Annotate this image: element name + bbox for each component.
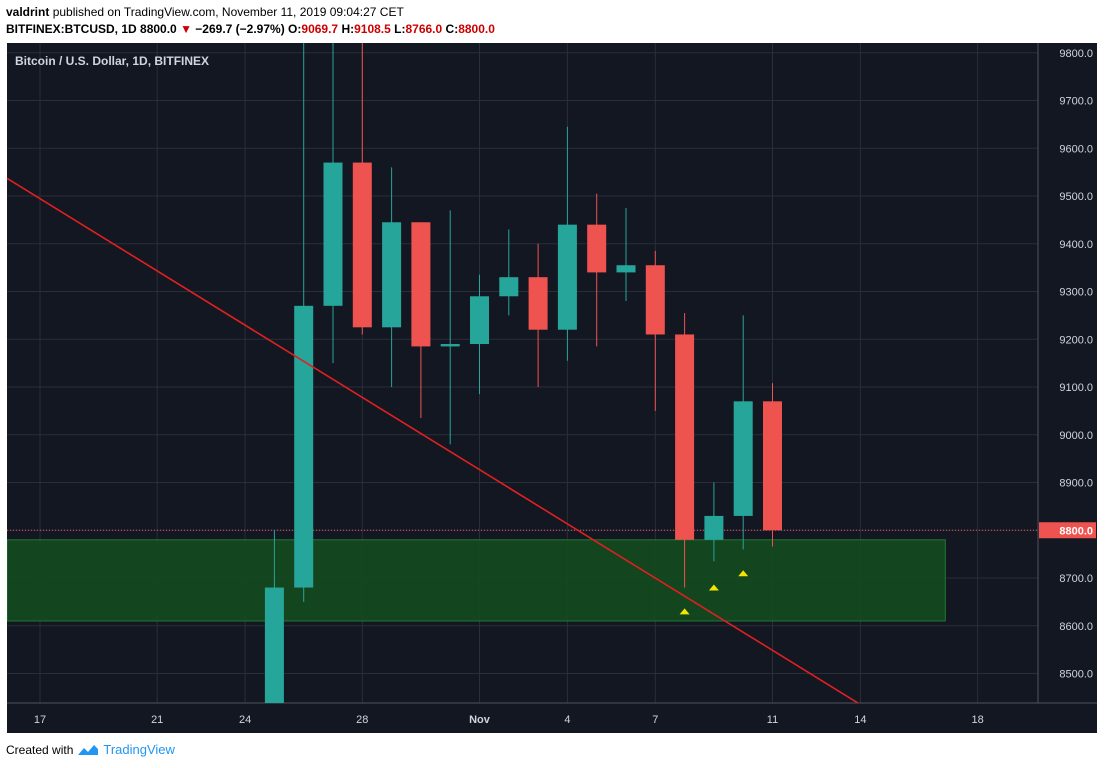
open-label: O:: [288, 22, 302, 36]
x-tick-label: Nov: [469, 714, 491, 726]
price-chart[interactable]: 8500.0 8600.0 8700.0 8800.0 8900.0 9000.0 9100…: [0, 0, 1105, 740]
footer: Created with TradingView: [6, 742, 175, 757]
y-tick-label: 9600.0: [1059, 143, 1093, 155]
open-value: 9069.7: [301, 22, 339, 36]
candle-body: [352, 162, 372, 328]
candle-body: [704, 515, 724, 540]
publisher-name[interactable]: valdrint: [6, 5, 50, 19]
marker-triangle-icon: [679, 608, 690, 615]
candle-body: [440, 344, 460, 347]
close-value: 8800.0: [458, 22, 495, 36]
candle-body: [616, 265, 636, 273]
y-tick-label: 8700.0: [1059, 573, 1093, 585]
down-arrow-icon: ▼: [180, 22, 192, 36]
support-zone: [7, 539, 946, 622]
y-tick-label: 9300.0: [1059, 287, 1093, 299]
x-tick-label: 11: [767, 714, 778, 726]
candle-body: [557, 224, 577, 330]
x-tick-label: 4: [564, 714, 570, 726]
symbol: BITFINEX:BTCUSD, 1D: [6, 22, 137, 36]
candle-body: [587, 224, 607, 273]
candle-body: [499, 277, 519, 297]
last-price-badge: [1039, 522, 1096, 539]
y-tick-label: 9100.0: [1059, 382, 1093, 394]
marker-triangle-icon: [708, 584, 719, 591]
candle-body: [645, 265, 665, 335]
tradingview-brand[interactable]: TradingView: [103, 742, 175, 757]
y-tick-label: 8900.0: [1059, 478, 1093, 490]
candle-body: [323, 162, 343, 306]
candle-body: [411, 222, 431, 347]
price-change: −269.7 (−2.97%): [195, 22, 285, 36]
candle-body: [264, 587, 284, 703]
y-tick-label: 9400.0: [1059, 239, 1093, 251]
published-text: published on TradingView.com, November 1…: [52, 5, 404, 19]
high-value: 9108.5: [354, 22, 391, 36]
y-tick-label: 9800.0: [1059, 48, 1093, 60]
created-with-text: Created with: [6, 742, 74, 757]
candle-body: [528, 277, 548, 330]
x-tick-label: 18: [971, 714, 983, 726]
price-axis[interactable]: [1038, 43, 1097, 703]
low-value: 8766.0: [405, 22, 443, 36]
x-tick-label: 28: [356, 714, 368, 726]
y-tick-label: 9200.0: [1059, 334, 1093, 346]
y-tick-label: 8500.0: [1059, 669, 1093, 681]
candle-body: [382, 222, 402, 328]
last-price-label: 8800.0: [1059, 525, 1093, 537]
x-tick-label: 14: [854, 714, 866, 726]
tradingview-logo-icon: [78, 744, 99, 755]
marker-triangle-icon: [738, 570, 749, 577]
y-tick-label: 9700.0: [1059, 96, 1093, 108]
chart-background: [7, 43, 1097, 733]
publisher-line: valdrint published on TradingView.com, N…: [6, 5, 404, 19]
candle-body: [763, 401, 782, 531]
trendline: [7, 177, 860, 703]
last-price: 8800.0: [140, 22, 177, 36]
candle-body: [675, 334, 695, 540]
close-label: C:: [445, 22, 459, 36]
candle-body: [733, 401, 753, 516]
x-tick-label: 7: [652, 714, 658, 726]
candle-body: [470, 296, 489, 345]
x-tick-label: 21: [151, 714, 163, 726]
high-label: H:: [341, 22, 355, 36]
chart-title: Bitcoin / U.S. Dollar, 1D, BITFINEX: [15, 54, 209, 68]
candle-body: [294, 305, 314, 588]
low-label: L:: [394, 22, 406, 36]
x-tick-label: 17: [34, 714, 46, 726]
y-tick-label: 9500.0: [1059, 191, 1093, 203]
y-tick-label: 8600.0: [1059, 621, 1093, 633]
y-tick-label: 9000.0: [1059, 430, 1093, 442]
symbol-line: BITFINEX:BTCUSD, 1D 8800.0 ▼ −269.7 (−2.…: [6, 22, 495, 36]
x-tick-label: 24: [239, 714, 251, 726]
